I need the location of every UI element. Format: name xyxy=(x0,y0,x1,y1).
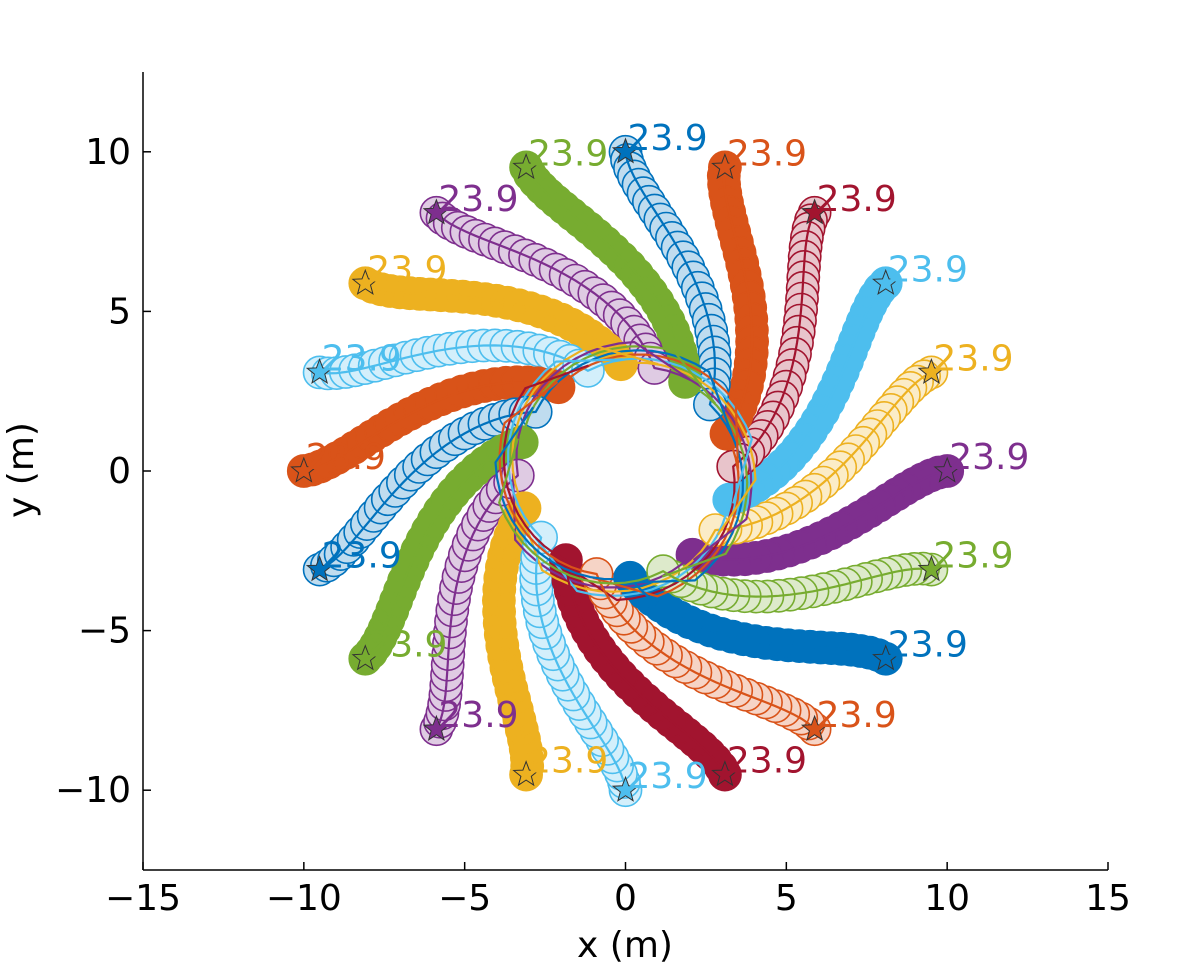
y-tick-label: −10 xyxy=(55,770,131,811)
x-tick-label: −5 xyxy=(438,878,491,919)
end-star-marker xyxy=(351,644,379,671)
end-star-marker xyxy=(305,555,334,582)
end-time-label: 23.9 xyxy=(933,338,1013,379)
end-star-marker xyxy=(611,775,640,802)
x-tick-label: 5 xyxy=(775,878,798,919)
end-star-marker xyxy=(351,268,379,295)
end-time-label: 23.9 xyxy=(888,249,968,290)
end-star-marker xyxy=(611,137,640,164)
x-tick-label: 15 xyxy=(1085,878,1131,919)
end-star-marker xyxy=(512,760,540,787)
end-time-label: 23.9 xyxy=(528,741,608,782)
end-star-marker xyxy=(711,152,739,180)
end-time-label: 23.9 xyxy=(817,695,897,736)
end-time-label: 23.9 xyxy=(322,338,402,379)
end-star-marker xyxy=(422,198,451,225)
end-time-label: 23.9 xyxy=(367,625,447,666)
end-star-marker xyxy=(800,198,829,225)
end-star-marker xyxy=(800,714,829,741)
y-ticks: −10 −5 0 5 10 xyxy=(55,132,151,811)
end-time-label: 23.9 xyxy=(817,179,897,220)
x-ticks: −15 −10 −5 0 5 10 15 xyxy=(105,862,1131,919)
y-axis-label: y (m) xyxy=(1,422,42,518)
end-star-marker xyxy=(305,357,334,385)
x-tick-label: −15 xyxy=(105,878,181,919)
end-star-marker xyxy=(422,714,451,741)
end-time-label: 23.9 xyxy=(438,179,518,220)
end-time-label: 23.9 xyxy=(528,133,608,174)
end-markers xyxy=(290,137,961,802)
end-time-label: 23.9 xyxy=(727,741,807,782)
end-time-label: 23.9 xyxy=(322,536,402,577)
end-time-label: 23.9 xyxy=(438,695,518,736)
end-time-label: 23.9 xyxy=(306,437,386,478)
end-time-label: 23.9 xyxy=(888,625,968,666)
end-time-label: 23.9 xyxy=(949,437,1029,478)
end-time-label: 23.9 xyxy=(628,118,708,159)
y-tick-label: −5 xyxy=(78,611,131,652)
end-time-label: 23.9 xyxy=(367,249,447,290)
trajectory-line xyxy=(498,438,932,598)
x-tick-label: −10 xyxy=(266,878,342,919)
end-star-marker xyxy=(290,456,318,483)
end-star-marker xyxy=(512,152,540,180)
end-time-label: 23.9 xyxy=(628,756,708,797)
end-star-marker xyxy=(917,555,946,582)
y-tick-label: 5 xyxy=(108,291,131,332)
end-star-marker xyxy=(872,644,900,671)
x-tick-label: 0 xyxy=(614,878,637,919)
trajectory-paths xyxy=(303,151,948,791)
x-axis-label: x (m) xyxy=(577,925,673,966)
x-tick-label: 10 xyxy=(924,878,970,919)
end-time-labels: 23.923.923.923.923.923.923.923.923.923.9… xyxy=(306,118,1030,797)
trajectory-line xyxy=(494,406,887,660)
y-tick-label: 0 xyxy=(108,451,131,492)
end-time-label: 23.9 xyxy=(727,133,807,174)
end-star-marker xyxy=(872,268,900,295)
end-star-marker xyxy=(933,456,961,483)
end-star-marker xyxy=(917,357,946,385)
end-time-label: 23.9 xyxy=(933,536,1013,577)
end-star-marker xyxy=(711,760,739,787)
y-tick-label: 10 xyxy=(85,132,131,173)
